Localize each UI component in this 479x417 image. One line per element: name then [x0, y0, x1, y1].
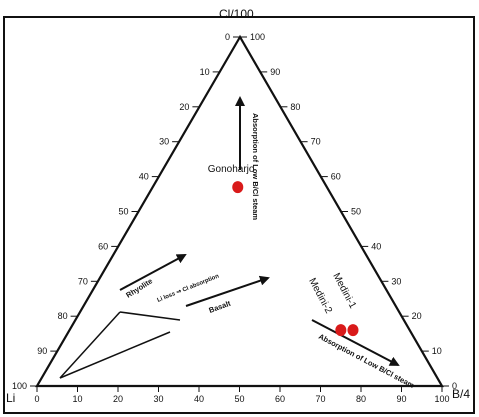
tick-label-left: 10 — [200, 67, 210, 77]
tick-label-left: 20 — [179, 102, 189, 112]
tick-label-bottom: 80 — [356, 394, 366, 404]
basalt-label: Basalt — [208, 299, 233, 315]
point-label-2: Medini-1 — [330, 271, 358, 310]
tick-label-left: 80 — [58, 311, 68, 321]
chart-frame — [3, 16, 475, 414]
tick-label-left: 40 — [139, 172, 149, 182]
tick-label-right: 20 — [412, 311, 422, 321]
ternary-triangle — [35, 34, 444, 388]
tick-label-right: 0 — [452, 381, 457, 391]
tick-label-left: 60 — [98, 241, 108, 251]
tick-label-right: 80 — [290, 102, 300, 112]
tick-label-right: 100 — [250, 32, 265, 42]
apex-label-right: B/4 — [452, 387, 470, 401]
point-label-1: Gonoharjo — [208, 164, 255, 175]
tick-label-right: 70 — [311, 137, 321, 147]
tick-label-bottom: 100 — [434, 394, 449, 404]
tick-label-left: 30 — [159, 137, 169, 147]
tick-label-left: 70 — [78, 276, 88, 286]
field-lines — [59, 311, 181, 379]
tick-label-bottom: 20 — [113, 394, 123, 404]
tick-label-bottom: 50 — [234, 394, 244, 404]
tick-label-left: 0 — [225, 32, 230, 42]
tick-label-bottom: 60 — [275, 394, 285, 404]
basalt-arrow — [185, 275, 270, 307]
tick-label-right: 90 — [270, 67, 280, 77]
data-point-1 — [232, 181, 244, 194]
tick-label-right: 40 — [371, 241, 381, 251]
tick-label-bottom: 30 — [153, 394, 163, 404]
tick-label-right: 50 — [351, 207, 361, 217]
tick-label-left: 50 — [118, 207, 128, 217]
tick-label-bottom: 10 — [72, 394, 82, 404]
data-point-2 — [347, 324, 359, 337]
tick-label-bottom: 40 — [194, 394, 204, 404]
data-point-3 — [335, 324, 347, 337]
tick-label-right: 60 — [331, 172, 341, 182]
tick-label-right: 10 — [432, 346, 442, 356]
right-steam-label: Absorption of Low B/Cl steam — [317, 332, 416, 390]
tick-label-left: 100 — [12, 381, 27, 391]
point-label-3: Medini-2 — [306, 276, 334, 315]
left-edge-ticks: 0 10 20 30 40 50 60 70 80 90 100 — [12, 32, 240, 391]
bottom-edge-ticks: 0 10 20 30 40 50 60 70 80 90 100 — [34, 386, 450, 404]
li-loss-label: Li loss ⇒ Cl absorption — [157, 273, 221, 303]
right-steam-arrow — [311, 319, 400, 366]
rhyolite-arrow — [119, 254, 187, 291]
tick-label-bottom: 90 — [396, 394, 406, 404]
upward-steam-label: Absorption of Low B/Cl steam — [251, 113, 260, 220]
apex-label-left: Li — [6, 391, 15, 405]
tick-label-bottom: 0 — [34, 394, 39, 404]
tick-label-left: 90 — [37, 346, 47, 356]
right-edge-ticks: 0 10 20 30 40 50 60 70 80 90 100 — [240, 32, 457, 391]
tick-label-right: 30 — [391, 276, 401, 286]
tick-label-bottom: 70 — [315, 394, 325, 404]
apex-label-top: Cl/100 — [219, 7, 254, 21]
